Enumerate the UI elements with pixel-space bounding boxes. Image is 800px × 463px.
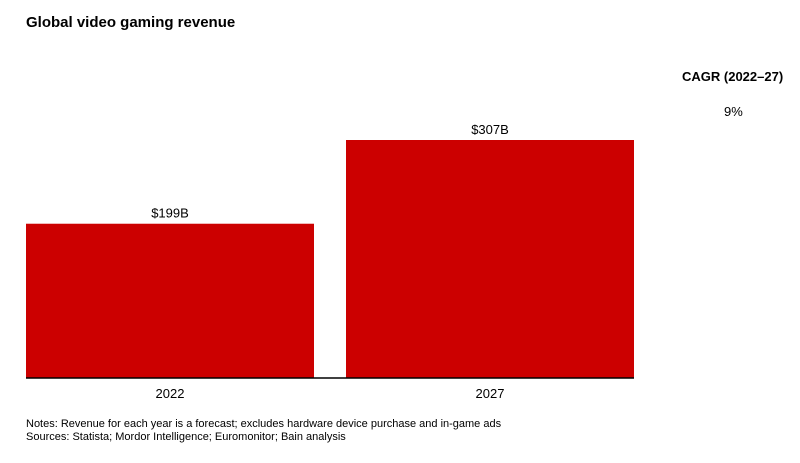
data-label-2027: $307B bbox=[471, 122, 509, 137]
cagr-label: CAGR (2022–27) bbox=[682, 69, 784, 84]
footnotes: Notes: Revenue for each year is a foreca… bbox=[26, 418, 501, 444]
bar-2027 bbox=[346, 140, 634, 378]
x-tick-label-2027: 2027 bbox=[476, 386, 505, 401]
cagr-value: 9% bbox=[724, 104, 743, 119]
bar-2022 bbox=[26, 223, 314, 378]
notes-text: Notes: Revenue for each year is a foreca… bbox=[26, 418, 502, 430]
chart-title: Global video gaming revenue bbox=[26, 14, 236, 31]
data-label-2022: $199B bbox=[151, 206, 189, 221]
x-tick-label-2022: 2022 bbox=[156, 386, 185, 401]
sources-text: Sources: Statista; Mordor Intelligence; … bbox=[26, 431, 346, 443]
